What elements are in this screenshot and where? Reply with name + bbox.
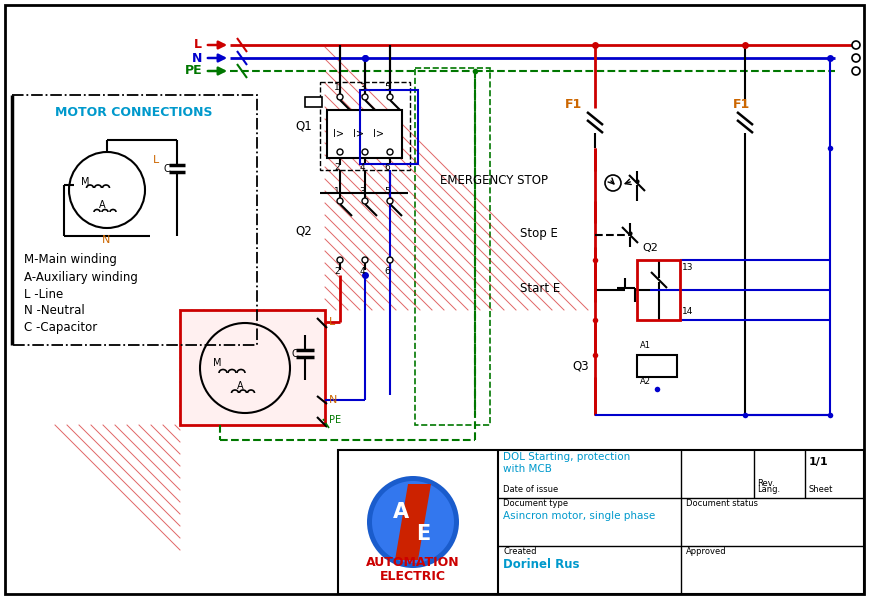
Bar xyxy=(338,450,864,594)
Circle shape xyxy=(372,481,454,563)
Circle shape xyxy=(387,149,393,155)
Circle shape xyxy=(337,257,343,263)
Text: L: L xyxy=(153,155,159,165)
Circle shape xyxy=(367,476,459,568)
Text: L: L xyxy=(194,38,202,52)
Text: Document status: Document status xyxy=(686,500,758,509)
Circle shape xyxy=(337,198,343,204)
Circle shape xyxy=(337,149,343,155)
Bar xyxy=(180,310,325,425)
Text: Q1: Q1 xyxy=(295,119,312,132)
Text: I>: I> xyxy=(333,129,343,139)
Text: PE: PE xyxy=(329,415,342,425)
Text: 6: 6 xyxy=(384,162,390,171)
Text: F1: F1 xyxy=(565,98,582,111)
Text: I>: I> xyxy=(373,129,383,139)
Text: 6: 6 xyxy=(384,268,390,277)
Text: Rev.: Rev. xyxy=(757,480,775,489)
Bar xyxy=(327,110,402,158)
Circle shape xyxy=(362,198,368,204)
Circle shape xyxy=(362,149,368,155)
Text: F1: F1 xyxy=(733,98,750,111)
Text: AUTOMATION: AUTOMATION xyxy=(366,555,460,568)
Circle shape xyxy=(852,67,860,75)
Text: A2: A2 xyxy=(640,377,651,386)
Bar xyxy=(320,82,410,170)
Text: N: N xyxy=(102,235,110,245)
Text: N: N xyxy=(329,395,337,405)
Circle shape xyxy=(337,94,343,100)
Text: Document type: Document type xyxy=(503,500,568,509)
Text: A: A xyxy=(393,502,409,522)
Text: Dorinel Rus: Dorinel Rus xyxy=(503,558,580,570)
Circle shape xyxy=(387,94,393,100)
Text: EMERGENCY STOP: EMERGENCY STOP xyxy=(440,174,548,187)
Text: 1: 1 xyxy=(334,186,340,195)
Polygon shape xyxy=(395,484,431,560)
Text: A1: A1 xyxy=(640,340,651,349)
Text: PE: PE xyxy=(184,65,202,77)
Text: Q2: Q2 xyxy=(295,225,312,238)
Bar xyxy=(637,355,677,377)
Circle shape xyxy=(387,198,393,204)
Text: I>: I> xyxy=(353,129,363,139)
Bar xyxy=(637,260,680,320)
Text: 1/1: 1/1 xyxy=(808,457,828,467)
Text: A: A xyxy=(236,381,243,391)
Text: 14: 14 xyxy=(682,307,693,316)
Text: 1: 1 xyxy=(334,83,340,92)
Text: M-Main winding: M-Main winding xyxy=(24,253,116,267)
Text: N: N xyxy=(192,52,202,65)
Text: Stop E: Stop E xyxy=(520,226,558,240)
Text: L: L xyxy=(329,317,335,327)
Text: Created: Created xyxy=(503,547,536,556)
Text: L -Line: L -Line xyxy=(24,288,63,301)
Text: DOL Starting, protection: DOL Starting, protection xyxy=(503,452,630,462)
Text: 3: 3 xyxy=(359,186,365,195)
Text: Q3: Q3 xyxy=(572,359,588,373)
Circle shape xyxy=(362,94,368,100)
Text: 5: 5 xyxy=(384,186,390,195)
Text: A: A xyxy=(99,200,105,210)
Text: N -Neutral: N -Neutral xyxy=(24,304,85,317)
Text: 2: 2 xyxy=(335,162,340,171)
Text: M: M xyxy=(213,358,222,368)
Text: Lang.: Lang. xyxy=(757,486,780,495)
Text: C: C xyxy=(163,164,169,174)
Circle shape xyxy=(362,257,368,263)
Text: with MCB: with MCB xyxy=(503,464,552,474)
Text: 5: 5 xyxy=(384,83,390,92)
Text: Sheet: Sheet xyxy=(808,486,833,495)
Circle shape xyxy=(387,257,393,263)
Text: Date of issue: Date of issue xyxy=(503,486,558,495)
Text: E: E xyxy=(416,524,430,544)
Text: C: C xyxy=(291,349,298,359)
Text: C -Capacitor: C -Capacitor xyxy=(24,322,97,334)
Text: Asincron motor, single phase: Asincron motor, single phase xyxy=(503,511,655,521)
Text: ELECTRIC: ELECTRIC xyxy=(380,570,446,582)
Bar xyxy=(360,90,418,164)
Text: Start E: Start E xyxy=(520,282,561,295)
Bar xyxy=(415,68,490,425)
Text: Q2: Q2 xyxy=(642,243,658,253)
Text: MOTOR CONNECTIONS: MOTOR CONNECTIONS xyxy=(56,107,213,119)
Text: A-Auxiliary winding: A-Auxiliary winding xyxy=(24,271,138,283)
Circle shape xyxy=(852,54,860,62)
Text: M: M xyxy=(81,177,90,187)
Text: 2: 2 xyxy=(335,268,340,277)
Text: 4: 4 xyxy=(359,268,365,277)
Text: 3: 3 xyxy=(359,83,365,92)
Circle shape xyxy=(852,41,860,49)
Bar xyxy=(305,97,322,107)
Bar xyxy=(12,95,257,345)
Text: 13: 13 xyxy=(682,264,693,273)
Text: 4: 4 xyxy=(359,162,365,171)
Text: Approved: Approved xyxy=(686,547,726,556)
